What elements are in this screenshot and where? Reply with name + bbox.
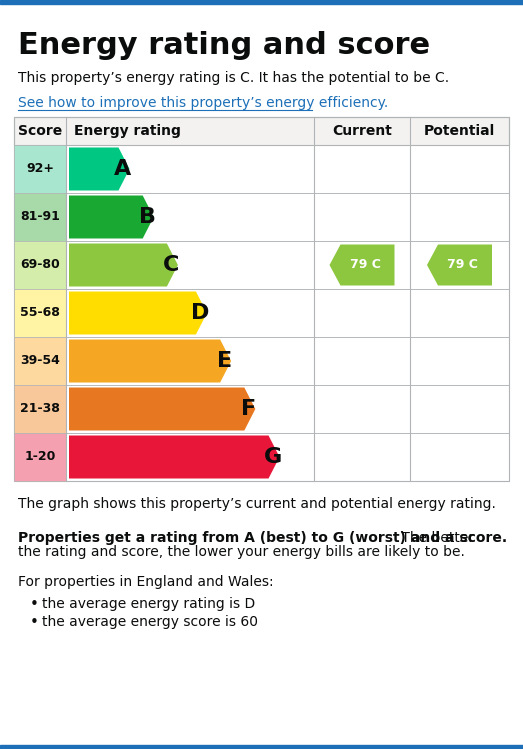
Text: A: A: [115, 159, 132, 179]
Text: B: B: [139, 207, 156, 227]
Bar: [410, 337, 509, 385]
Bar: [410, 433, 509, 481]
Polygon shape: [69, 243, 178, 287]
Bar: [410, 145, 509, 193]
Text: the average energy score is 60: the average energy score is 60: [42, 615, 258, 629]
Text: The better: The better: [397, 531, 474, 545]
Text: 55-68: 55-68: [20, 306, 60, 320]
Polygon shape: [69, 339, 231, 383]
Bar: [14, 145, 66, 193]
Text: For properties in England and Wales:: For properties in England and Wales:: [18, 575, 274, 589]
Bar: [14, 241, 66, 289]
Polygon shape: [427, 244, 492, 285]
Text: D: D: [191, 303, 210, 323]
Bar: [14, 117, 509, 145]
Bar: [14, 433, 66, 481]
Text: G: G: [264, 447, 282, 467]
Text: Current: Current: [332, 124, 392, 138]
Text: C: C: [163, 255, 179, 275]
Text: Score: Score: [18, 124, 62, 138]
Text: •: •: [30, 615, 39, 630]
Text: Energy rating: Energy rating: [74, 124, 181, 138]
Bar: [410, 289, 509, 337]
Polygon shape: [69, 291, 207, 335]
Text: 92+: 92+: [26, 163, 54, 175]
Text: 81-91: 81-91: [20, 210, 60, 223]
Bar: [14, 385, 66, 433]
Bar: [14, 193, 66, 241]
Text: F: F: [241, 399, 256, 419]
Bar: [66, 337, 314, 385]
Text: Energy rating and score: Energy rating and score: [18, 31, 430, 60]
Bar: [66, 289, 314, 337]
Bar: [410, 385, 509, 433]
Bar: [14, 337, 66, 385]
Bar: [410, 241, 509, 289]
Text: the average energy rating is D: the average energy rating is D: [42, 597, 255, 611]
Text: 79 C: 79 C: [349, 258, 380, 271]
Bar: [14, 117, 509, 481]
Text: 39-54: 39-54: [20, 354, 60, 368]
Text: Properties get a rating from A (best) to G (worst) and a score.: Properties get a rating from A (best) to…: [18, 531, 507, 545]
Bar: [314, 337, 410, 385]
Bar: [66, 193, 314, 241]
Bar: [14, 289, 66, 337]
Polygon shape: [69, 435, 279, 479]
Polygon shape: [69, 195, 154, 238]
Text: Potential: Potential: [424, 124, 495, 138]
Bar: [314, 241, 410, 289]
Text: 79 C: 79 C: [447, 258, 478, 271]
Text: The graph shows this property’s current and potential energy rating.: The graph shows this property’s current …: [18, 497, 496, 511]
Polygon shape: [69, 148, 130, 190]
Bar: [314, 145, 410, 193]
Text: E: E: [217, 351, 232, 371]
Text: •: •: [30, 597, 39, 612]
Bar: [314, 385, 410, 433]
Text: 1-20: 1-20: [24, 450, 55, 464]
Polygon shape: [69, 387, 255, 431]
Bar: [0, 745, 523, 749]
Text: This property’s energy rating is C. It has the potential to be C.: This property’s energy rating is C. It h…: [18, 71, 449, 85]
Polygon shape: [329, 244, 394, 285]
Text: the rating and score, the lower your energy bills are likely to be.: the rating and score, the lower your ene…: [18, 545, 465, 559]
Text: See how to improve this property’s energy efficiency.: See how to improve this property’s energ…: [18, 96, 388, 110]
Bar: [66, 433, 314, 481]
Bar: [314, 193, 410, 241]
Bar: [66, 385, 314, 433]
Bar: [314, 433, 410, 481]
Text: 69-80: 69-80: [20, 258, 60, 271]
Bar: [66, 145, 314, 193]
Bar: [0, 0, 523, 4]
Text: 21-38: 21-38: [20, 402, 60, 416]
Bar: [410, 193, 509, 241]
Bar: [66, 241, 314, 289]
Bar: [314, 289, 410, 337]
